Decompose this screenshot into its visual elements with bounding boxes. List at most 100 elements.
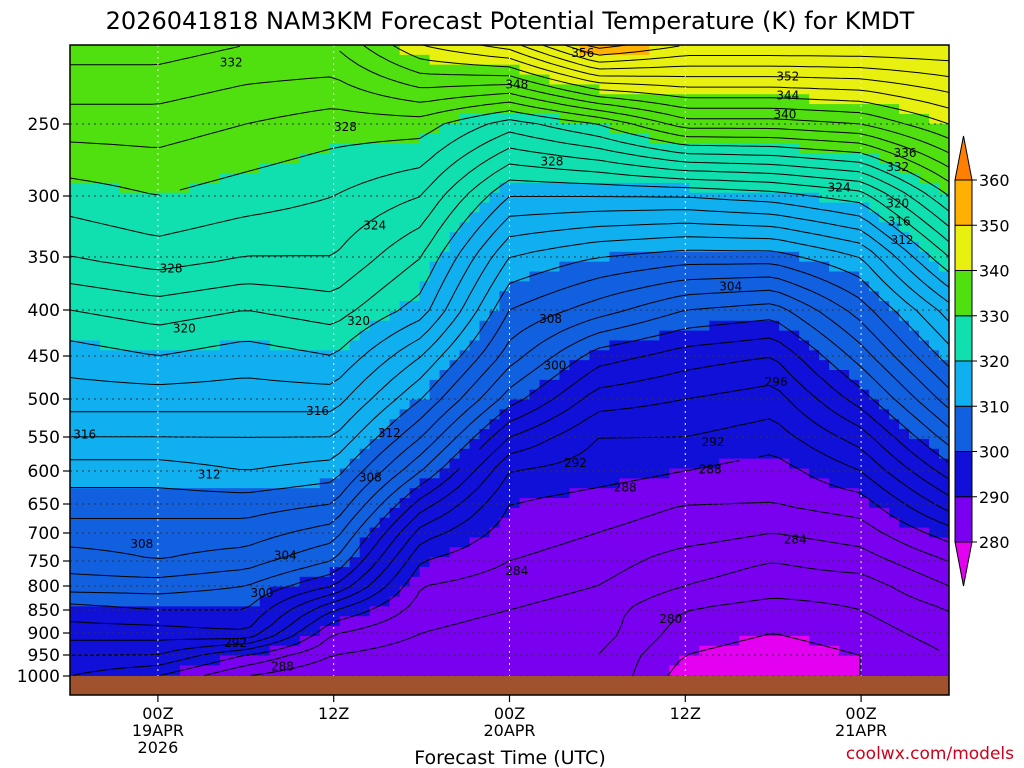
- field-cell: [919, 488, 930, 499]
- field-cell: [259, 448, 271, 460]
- field-cell: [409, 547, 421, 558]
- field-cell: [639, 104, 651, 115]
- field-cell: [359, 133, 371, 145]
- field-cell: [719, 537, 730, 548]
- field-cell: [589, 547, 601, 558]
- field-cell: [749, 163, 760, 174]
- field-cell: [859, 251, 870, 263]
- field-cell: [70, 350, 81, 361]
- field-cell: [159, 241, 171, 253]
- field-cell: [229, 54, 241, 66]
- field-cell: [419, 222, 431, 233]
- field-cell: [879, 350, 890, 361]
- field-cell: [599, 94, 611, 105]
- field-cell: [779, 399, 790, 411]
- field-cell: [689, 409, 700, 420]
- field-cell: [859, 566, 870, 578]
- field-cell: [769, 409, 780, 420]
- field-cell: [389, 281, 401, 292]
- field-cell: [359, 163, 371, 174]
- field-cell: [579, 143, 591, 155]
- field-cell: [119, 291, 131, 302]
- field-cell: [529, 360, 541, 371]
- field-cell: [369, 104, 381, 115]
- field-cell: [129, 340, 141, 351]
- field-cell: [869, 370, 880, 381]
- field-cell: [699, 350, 710, 361]
- field-cell: [799, 419, 810, 430]
- field-cell: [229, 104, 241, 115]
- field-cell: [829, 498, 840, 509]
- field-cell: [309, 54, 321, 66]
- field-cell: [739, 192, 750, 204]
- field-cell: [439, 429, 451, 440]
- field-cell: [909, 478, 920, 489]
- field-cell: [229, 123, 241, 135]
- field-cell: [279, 458, 291, 470]
- field-cell: [159, 133, 171, 145]
- field-cell: [809, 281, 820, 292]
- field-cell: [639, 261, 651, 273]
- field-cell: [219, 370, 231, 381]
- field-cell: [439, 104, 451, 115]
- field-cell: [739, 261, 750, 273]
- field-cell: [629, 389, 641, 401]
- field-cell: [779, 537, 790, 548]
- field-cell: [159, 113, 171, 125]
- field-cell: [459, 45, 471, 56]
- field-cell: [99, 596, 111, 608]
- field-cell: [259, 566, 271, 578]
- field-cell: [189, 261, 201, 273]
- field-cell: [359, 596, 371, 608]
- field-cell: [469, 94, 481, 105]
- field-cell: [339, 320, 351, 332]
- field-cell: [819, 251, 830, 263]
- field-cell: [579, 419, 591, 430]
- field-cell: [709, 399, 720, 411]
- field-cell: [759, 527, 770, 539]
- field-cell: [599, 113, 611, 125]
- field-cell: [449, 222, 461, 233]
- field-cell: [589, 251, 601, 263]
- field-cell: [219, 232, 231, 243]
- field-cell: [339, 557, 351, 568]
- field-cell: [869, 163, 880, 174]
- field-cell: [799, 163, 810, 174]
- field-cell: [689, 84, 700, 95]
- field-cell: [769, 64, 780, 76]
- field-cell: [169, 310, 181, 322]
- field-cell: [479, 478, 491, 489]
- field-cell: [199, 182, 211, 194]
- field-cell: [469, 566, 481, 578]
- field-cell: [739, 409, 750, 420]
- field-cell: [70, 517, 81, 529]
- field-cell: [459, 320, 471, 332]
- field-cell: [929, 271, 940, 283]
- field-cell: [319, 537, 331, 548]
- field-cell: [789, 301, 800, 312]
- field-cell: [769, 370, 780, 381]
- field-cell: [329, 586, 341, 598]
- field-cell: [429, 281, 441, 292]
- field-cell: [309, 163, 321, 174]
- field-cell: [619, 104, 631, 115]
- field-cell: [269, 507, 281, 519]
- field-cell: [70, 429, 81, 440]
- field-cell: [779, 586, 790, 598]
- field-cell: [819, 64, 830, 76]
- field-cell: [779, 576, 790, 588]
- field-cell: [169, 232, 181, 243]
- field-cell: [319, 202, 331, 214]
- field-cell: [119, 94, 131, 105]
- field-cell: [849, 241, 860, 253]
- field-cell: [209, 182, 221, 194]
- field-cell: [689, 241, 700, 253]
- field-cell: [249, 153, 261, 164]
- field-cell: [739, 54, 750, 66]
- field-cell: [159, 517, 171, 529]
- field-cell: [879, 517, 890, 529]
- field-cell: [559, 94, 571, 105]
- field-cell: [179, 212, 191, 223]
- field-cell: [119, 202, 131, 214]
- field-cell: [499, 74, 511, 86]
